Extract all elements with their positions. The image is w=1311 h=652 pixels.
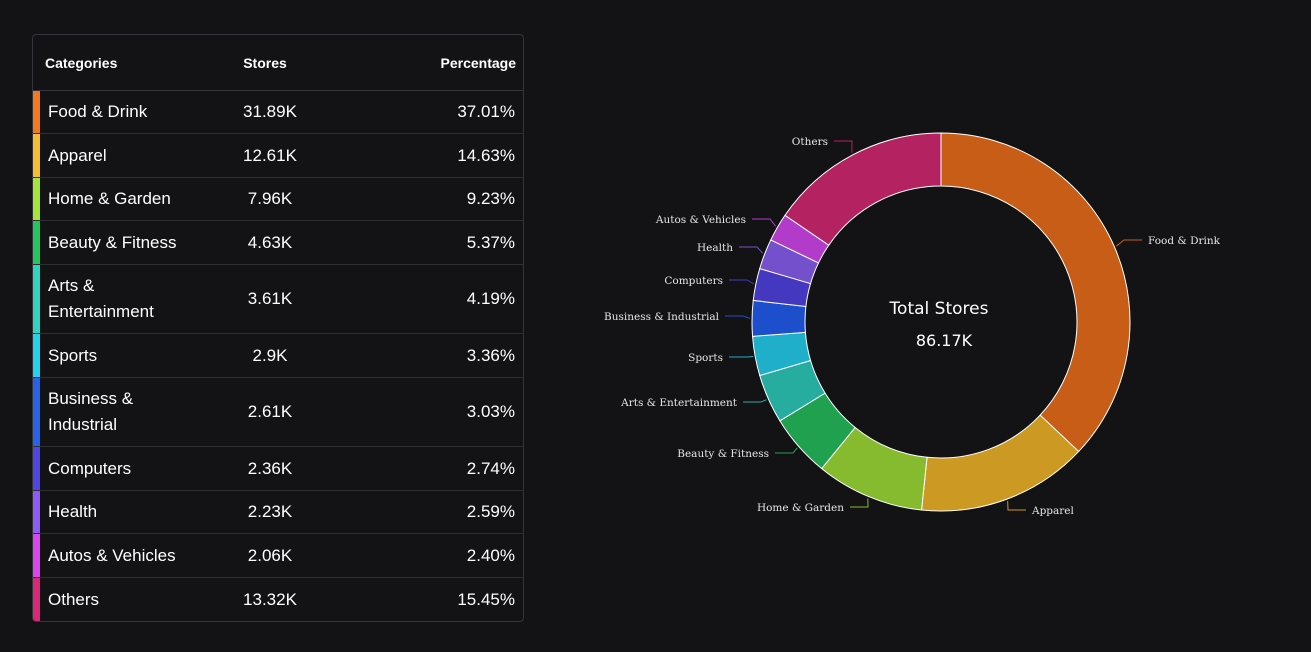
- leader-line-home-and-garden: [850, 498, 869, 508]
- slice-apparel[interactable]: [921, 414, 1080, 512]
- leader-line-business-and-industrial: [725, 315, 751, 319]
- cell-stores: 2.61K: [247, 402, 293, 421]
- table-body: Food & Drink 31.89K 37.01% Apparel 12.61K 14.…: [33, 91, 523, 621]
- category-color-swatch: [33, 91, 40, 133]
- table-row[interactable]: Beauty & Fitness 4.63K 5.37%: [33, 221, 523, 265]
- slice-others[interactable]: [784, 132, 942, 246]
- category-color-swatch: [33, 578, 40, 621]
- cell-stores: 4.63K: [247, 232, 293, 252]
- leader-line-arts-and-entertainment: [743, 399, 767, 403]
- cell-category: Food & Drink: [48, 102, 148, 121]
- cell-category: Sports: [48, 345, 98, 365]
- leader-line-apparel: [1007, 500, 1026, 511]
- cell-category: Health: [48, 502, 98, 521]
- category-color-swatch: [33, 221, 40, 264]
- cell-stores: 2.06K: [247, 545, 293, 565]
- store-category-donut-chart: Food & Drink Apparel Home & Garden Beauty &…: [604, 132, 1221, 517]
- cell-percentage: 2.40%: [466, 545, 515, 565]
- slice-label-arts-and-entertainment: Arts & Entertainment: [620, 397, 738, 409]
- cell-percentage: 5.37%: [466, 232, 515, 252]
- cell-category: Home & Garden: [48, 189, 171, 208]
- slice-label-others: Others: [792, 136, 828, 148]
- leader-line-autos-and-vehicles: [752, 218, 777, 227]
- cell-category: Business & Industrial: [48, 389, 134, 434]
- slice-label-sports: Sports: [688, 352, 723, 364]
- cell-stores: 2.23K: [247, 502, 293, 521]
- category-color-swatch: [33, 378, 40, 446]
- cell-percentage: 15.45%: [457, 589, 515, 609]
- cell-stores: 12.61K: [243, 145, 297, 165]
- cell-stores: 13.32K: [243, 589, 297, 609]
- table-row[interactable]: Autos & Vehicles 2.06K 2.40%: [33, 534, 523, 578]
- cell-category: Computers: [48, 458, 132, 478]
- header-stores[interactable]: Stores: [243, 54, 287, 71]
- cell-percentage: 2.74%: [466, 458, 515, 478]
- cell-category: Others: [48, 589, 100, 609]
- leader-line-food-and-drink: [1116, 239, 1142, 247]
- table-row[interactable]: Arts & Entertainment 3.61K 4.19%: [33, 265, 523, 334]
- leader-line-beauty-and-fitness: [775, 447, 798, 454]
- header-categories[interactable]: Categories: [45, 54, 118, 71]
- cell-stores: 7.96K: [247, 189, 293, 208]
- category-color-swatch: [33, 134, 40, 177]
- table-header: Categories Stores Percentage: [33, 35, 523, 91]
- slice-label-health: Health: [697, 242, 733, 254]
- donut-center-value: 86.17K: [916, 331, 973, 350]
- slice-label-home-and-garden: Home & Garden: [757, 502, 844, 514]
- cell-percentage: 9.23%: [466, 189, 515, 208]
- slice-label-food-and-drink: Food & Drink: [1148, 235, 1221, 247]
- cell-category: Beauty & Fitness: [48, 232, 177, 252]
- categories-table: Categories Stores Percentage Food & Drin…: [32, 34, 524, 622]
- table-row[interactable]: Food & Drink 31.89K 37.01%: [33, 91, 523, 134]
- cell-percentage: 37.01%: [457, 102, 515, 121]
- cell-percentage: 2.59%: [466, 502, 515, 521]
- cell-stores: 2.36K: [247, 458, 293, 478]
- category-color-swatch: [33, 491, 40, 533]
- leader-line-health: [739, 246, 764, 254]
- category-color-swatch: [33, 334, 40, 377]
- table-row[interactable]: Home & Garden 7.96K 9.23%: [33, 178, 523, 221]
- table-row[interactable]: Computers 2.36K 2.74%: [33, 447, 523, 491]
- slice-label-business-and-industrial: Business & Industrial: [604, 311, 720, 323]
- table-row[interactable]: Sports 2.9K 3.36%: [33, 334, 523, 378]
- category-color-swatch: [33, 178, 40, 220]
- category-color-swatch: [33, 534, 40, 577]
- table-row[interactable]: Apparel 12.61K 14.63%: [33, 134, 523, 178]
- slice-label-beauty-and-fitness: Beauty & Fitness: [677, 448, 769, 460]
- slice-label-apparel: Apparel: [1031, 505, 1075, 517]
- table-row[interactable]: Health 2.23K 2.59%: [33, 491, 523, 534]
- table-row[interactable]: Others 13.32K 15.45%: [33, 578, 523, 621]
- donut-center-title: Total Stores: [889, 299, 989, 319]
- cell-category: Autos & Vehicles: [48, 545, 176, 565]
- cell-category: Apparel: [48, 145, 107, 165]
- leader-line-sports: [729, 355, 754, 358]
- slice-food-and-drink[interactable]: [940, 132, 1131, 453]
- donut-slices: [751, 132, 1131, 512]
- header-percentage[interactable]: Percentage: [440, 54, 516, 71]
- cell-percentage: 3.36%: [466, 345, 515, 365]
- donut-leader-lines: Food & Drink Apparel Home & Garden Beauty &…: [604, 136, 1221, 517]
- leader-line-computers: [729, 279, 755, 285]
- category-color-swatch: [33, 265, 40, 333]
- cell-category: Arts & Entertainment: [48, 276, 154, 321]
- cell-stores: 2.9K: [252, 345, 288, 365]
- slice-label-autos-and-vehicles: Autos & Vehicles: [655, 214, 746, 226]
- cell-percentage: 14.63%: [457, 145, 515, 165]
- cell-stores: 31.89K: [243, 102, 297, 121]
- category-color-swatch: [33, 447, 40, 490]
- table-row[interactable]: Business & Industrial 2.61K 3.03%: [33, 378, 523, 447]
- cell-stores: 3.61K: [247, 289, 293, 308]
- cell-percentage: 4.19%: [466, 289, 515, 308]
- cell-percentage: 3.03%: [466, 402, 515, 421]
- leader-line-others: [834, 140, 853, 154]
- slice-label-computers: Computers: [664, 275, 723, 287]
